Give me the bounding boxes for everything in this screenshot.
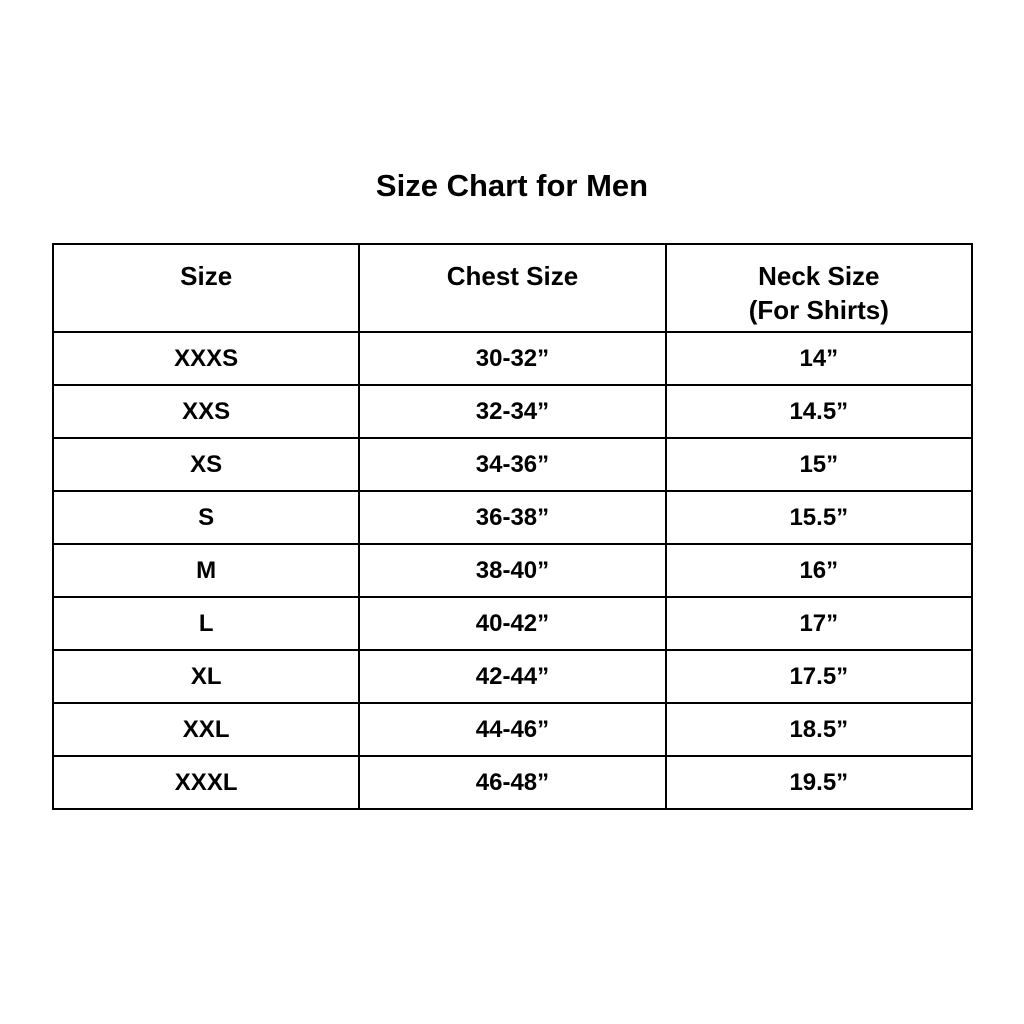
header-neck-size: Neck Size (For Shirts) <box>664 243 974 333</box>
chest-size-cell: 34-36” <box>358 437 667 492</box>
size-chart-table: Size Chest Size Neck Size (For Shirts) XX… <box>51 243 974 810</box>
neck-size-cell: 16” <box>664 543 974 598</box>
table-row: XL 42-44” 17.5” <box>51 649 974 704</box>
header-neck-size-note: (For Shirts) <box>748 295 889 325</box>
neck-size-cell: 15.5” <box>664 490 974 545</box>
header-neck-size-label: Neck Size <box>758 261 880 291</box>
size-cell: L <box>51 596 361 651</box>
neck-size-cell: 14.5” <box>664 384 974 439</box>
size-cell: XL <box>51 649 361 704</box>
neck-size-cell: 14” <box>664 331 974 386</box>
size-cell: M <box>51 543 361 598</box>
chest-size-cell: 42-44” <box>358 649 667 704</box>
chest-size-cell: 36-38” <box>358 490 667 545</box>
chest-size-cell: 38-40” <box>358 543 667 598</box>
size-cell: XS <box>51 437 361 492</box>
header-chest-size: Chest Size <box>358 243 667 333</box>
table-row: XS 34-36” 15” <box>51 437 974 492</box>
table-row: M 38-40” 16” <box>51 543 974 598</box>
neck-size-cell: 17” <box>664 596 974 651</box>
chest-size-cell: 40-42” <box>358 596 667 651</box>
size-cell: XXL <box>51 702 361 757</box>
neck-size-cell: 17.5” <box>664 649 974 704</box>
chest-size-cell: 44-46” <box>358 702 667 757</box>
size-cell: S <box>51 490 361 545</box>
size-cell: XXXL <box>51 755 361 810</box>
table-row: L 40-42” 17” <box>51 596 974 651</box>
table-row: XXXS 30-32” 14” <box>51 331 974 386</box>
size-cell: XXXS <box>51 331 361 386</box>
table-row: XXXL 46-48” 19.5” <box>51 755 974 810</box>
chest-size-cell: 46-48” <box>358 755 667 810</box>
chest-size-cell: 32-34” <box>358 384 667 439</box>
size-cell: XXS <box>51 384 361 439</box>
table-row: XXL 44-46” 18.5” <box>51 702 974 757</box>
neck-size-cell: 15” <box>664 437 974 492</box>
header-row: Size Chest Size Neck Size (For Shirts) <box>51 243 974 333</box>
page-title: Size Chart for Men <box>375 168 649 203</box>
table-row: XXS 32-34” 14.5” <box>51 384 974 439</box>
neck-size-cell: 18.5” <box>664 702 974 757</box>
chest-size-cell: 30-32” <box>358 331 667 386</box>
header-size: Size <box>51 243 361 333</box>
neck-size-cell: 19.5” <box>664 755 974 810</box>
table-row: S 36-38” 15.5” <box>51 490 974 545</box>
